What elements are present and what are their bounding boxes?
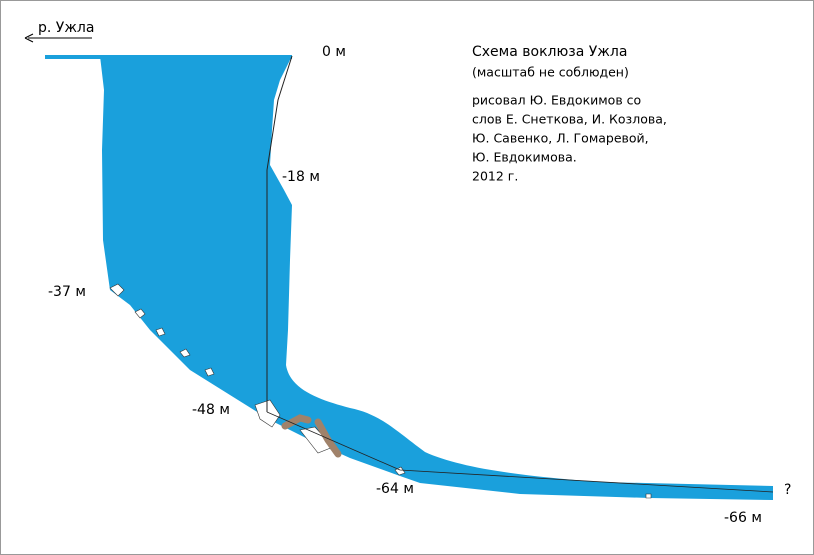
arrow-head [24, 33, 34, 43]
subtitle: (масштаб не соблюден) [472, 65, 629, 80]
depth-label: -48 м [192, 402, 230, 418]
rocks-white [109, 283, 652, 499]
unknown-marker: ? [784, 482, 791, 498]
credit-line: слов Е. Снеткова, И. Козлова, [472, 112, 667, 127]
rocks-brown [281, 414, 342, 458]
credit-line: Ю. Евдокимова. [472, 150, 577, 165]
depth-label: -18 м [282, 169, 320, 185]
credit-line: рисовал Ю. Евдокимов со [472, 93, 641, 108]
depth-label: -64 м [376, 481, 414, 497]
depth-label: -66 м [724, 510, 762, 526]
plumb-line [266, 55, 293, 412]
river-label: р. Ужла [38, 20, 94, 36]
dive-line [266, 411, 774, 493]
title: Схема воклюза Ужла [472, 44, 627, 60]
credit-line: Ю. Савенко, Л. Гомаревой, [472, 131, 649, 146]
depth-label: -37 м [48, 284, 86, 300]
depth-label: 0 м [322, 44, 346, 60]
cave-shape [100, 56, 773, 500]
credit-line: 2012 г. [472, 169, 518, 184]
